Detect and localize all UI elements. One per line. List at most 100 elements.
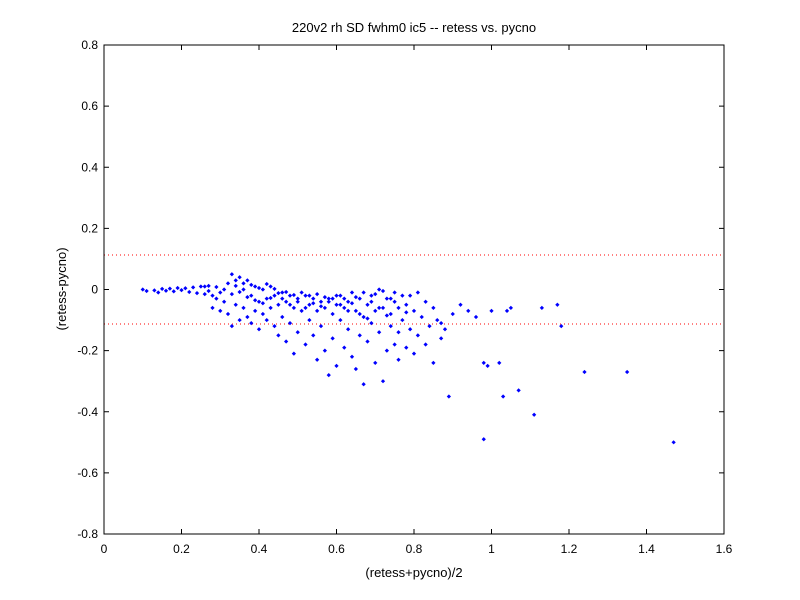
data-point	[167, 286, 172, 291]
data-point	[233, 302, 238, 307]
data-point	[388, 324, 393, 329]
data-point	[361, 290, 366, 295]
data-point	[260, 311, 265, 317]
y-tick-label: -0.2	[77, 344, 98, 358]
data-point	[179, 287, 184, 293]
data-point	[245, 314, 250, 320]
data-points	[140, 272, 676, 445]
y-tick-label: 0	[91, 283, 98, 297]
data-point	[419, 314, 424, 320]
y-tick-label: -0.4	[77, 405, 98, 419]
data-point	[284, 299, 289, 304]
data-point	[516, 388, 521, 393]
data-point	[194, 291, 200, 296]
data-point	[191, 285, 196, 290]
data-point	[388, 296, 393, 301]
data-point	[315, 308, 320, 314]
data-point	[408, 327, 413, 332]
data-point	[625, 369, 630, 375]
data-point	[384, 313, 389, 318]
data-point	[253, 298, 258, 303]
data-point	[276, 291, 281, 296]
data-point	[322, 295, 327, 300]
data-point	[276, 302, 281, 307]
data-point	[287, 302, 293, 307]
data-point	[489, 308, 494, 314]
data-point	[330, 311, 335, 317]
y-axis-label: (retess-pycno)	[54, 247, 69, 330]
data-point	[408, 293, 413, 298]
data-point	[446, 394, 451, 399]
data-point	[287, 293, 293, 298]
data-point	[140, 287, 145, 292]
data-point	[284, 339, 289, 344]
data-point	[415, 290, 420, 295]
data-point	[539, 305, 544, 310]
data-point	[346, 308, 351, 314]
data-point	[326, 372, 331, 378]
data-point	[322, 305, 327, 310]
data-point	[229, 324, 234, 329]
data-point	[353, 295, 358, 300]
data-point	[369, 320, 374, 326]
data-point	[322, 348, 327, 353]
data-point	[202, 284, 207, 289]
x-tick-label: 1.6	[716, 542, 733, 556]
data-point	[237, 275, 242, 280]
data-point	[253, 284, 258, 289]
data-point	[233, 278, 238, 283]
data-point	[338, 317, 343, 323]
data-point	[295, 299, 300, 304]
data-point	[466, 308, 471, 314]
data-point	[373, 291, 378, 297]
data-point	[253, 308, 258, 314]
data-point	[396, 330, 401, 335]
data-point	[338, 302, 343, 307]
data-point	[458, 302, 463, 307]
data-point	[256, 285, 262, 291]
data-point	[532, 412, 537, 417]
data-point	[214, 284, 219, 290]
data-point	[365, 316, 370, 321]
data-point	[439, 320, 444, 326]
data-point	[346, 299, 351, 304]
y-tick-label: 0.8	[81, 38, 98, 52]
data-point	[299, 308, 304, 314]
data-point	[373, 308, 378, 314]
data-point	[218, 290, 223, 295]
data-point	[423, 299, 428, 304]
data-point	[276, 333, 281, 338]
data-point	[377, 287, 382, 292]
data-point	[318, 324, 324, 329]
data-point	[268, 284, 273, 289]
y-tick-label: 0.2	[81, 221, 98, 235]
data-point	[264, 317, 269, 323]
data-point	[210, 305, 215, 310]
data-point	[222, 287, 227, 292]
data-point	[299, 290, 304, 295]
data-point	[377, 305, 382, 310]
data-point	[303, 305, 308, 310]
data-point	[206, 283, 211, 288]
data-point	[357, 333, 362, 338]
data-point	[307, 293, 312, 298]
data-point	[210, 293, 215, 298]
data-point	[380, 305, 386, 310]
data-point	[411, 308, 417, 314]
data-point	[334, 293, 339, 298]
y-tick-label: -0.8	[77, 527, 98, 541]
data-point	[504, 308, 510, 314]
data-point	[582, 369, 587, 375]
y-tick-label: -0.6	[77, 466, 98, 480]
data-point	[214, 296, 219, 301]
data-point	[427, 324, 432, 329]
data-point	[380, 288, 386, 294]
data-point	[442, 327, 448, 332]
data-point	[411, 351, 417, 356]
data-point	[555, 302, 560, 307]
data-point	[311, 296, 316, 301]
data-point	[249, 293, 254, 298]
data-point	[357, 296, 362, 301]
x-tick-label: 0.6	[328, 542, 345, 556]
data-point	[326, 296, 331, 301]
